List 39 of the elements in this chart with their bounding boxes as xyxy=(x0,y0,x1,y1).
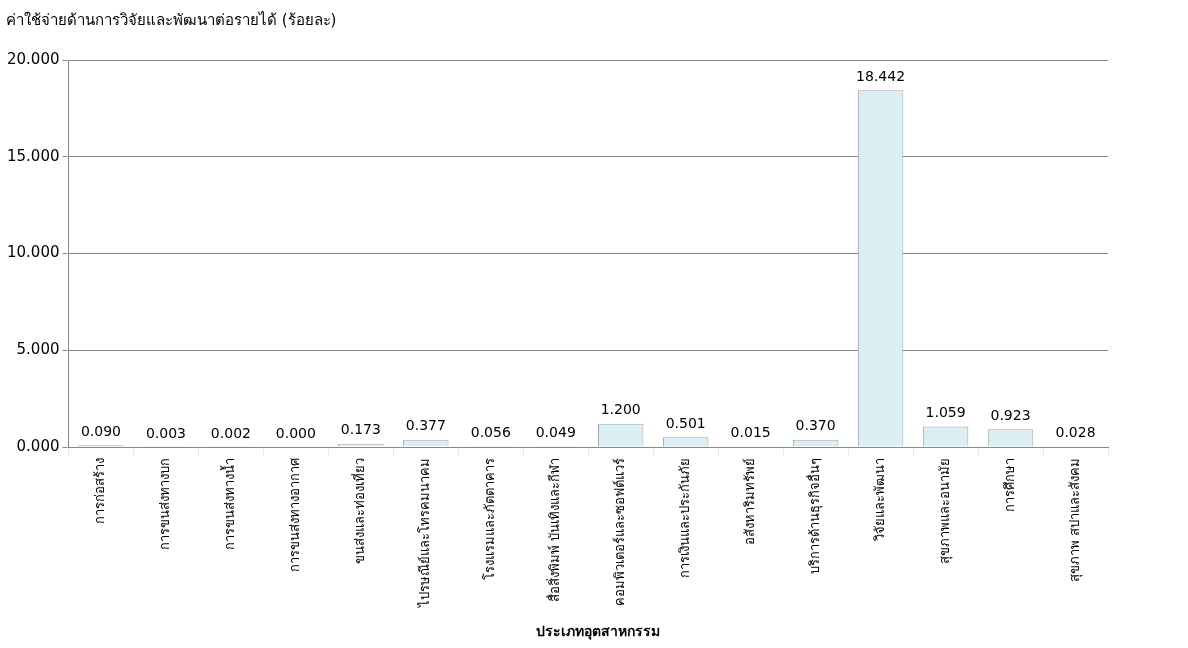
data-label: 0.090 xyxy=(80,422,122,439)
data-label: 0.923 xyxy=(990,406,1031,423)
x-tick-label: การก่อสร้าง xyxy=(92,458,108,524)
x-tick-label: การขนส่งทางน้ำ xyxy=(220,458,238,550)
x-tick-label: สุขภาพและอนามัย xyxy=(936,458,953,564)
data-label: 0.028 xyxy=(1055,424,1096,441)
x-tick-label: ขนส่งและท่องเที่ยว xyxy=(351,458,368,564)
data-label: 0.173 xyxy=(340,421,381,438)
y-tick-label: 20.000 xyxy=(6,49,60,68)
x-tick-label: คอมพิวเตอร์และซอฟต์แวร์ xyxy=(612,458,628,606)
y-tick-label: 10.000 xyxy=(6,243,60,262)
x-tick-label: อสังหาริมทรัพย์ xyxy=(742,458,758,545)
x-axis-title: ประเภทอุตสาหกรรม xyxy=(534,622,661,642)
y-tick-label: 15.000 xyxy=(6,146,60,165)
data-label: 0.377 xyxy=(405,417,446,434)
data-label: 0.049 xyxy=(535,423,576,440)
x-tick-label: การขนส่งทางอากาศ xyxy=(287,457,303,572)
x-tick-label: บริการด้านธุรกิจอื่นๆ xyxy=(806,458,824,574)
x-tick-label: การเงินและประกันภัย xyxy=(677,458,693,578)
data-label: 0.501 xyxy=(665,414,706,431)
data-label: 0.003 xyxy=(145,424,186,441)
y-tick-label: 5.000 xyxy=(16,340,60,359)
x-tick-label: โรงแรมและภัตตาคาร xyxy=(482,458,498,580)
data-label: 0.002 xyxy=(210,424,251,441)
data-label: 0.056 xyxy=(470,423,511,440)
x-tick-label: ไปรษณีย์และโทรคมนาคม xyxy=(417,458,433,608)
data-label: 0.370 xyxy=(795,417,836,434)
x-tick-label: สื่อสิ่งพิมพ์ บันเทิงและกีฬา xyxy=(546,458,563,603)
data-label: 0.000 xyxy=(275,424,316,441)
data-label: 18.442 xyxy=(856,67,906,84)
data-label: 1.059 xyxy=(925,404,966,421)
x-tick-label: วิจัยและพัฒนา xyxy=(871,458,887,542)
x-tick-label: การขนส่งทางบก xyxy=(157,458,173,550)
x-tick-label: สุขภาพ สปาและสังคม xyxy=(1066,458,1083,583)
chart-title: ค่าใช้จ่ายด้านการวิจัยและพัฒนาต่อรายได้ (ร้อยละ) xyxy=(6,10,337,31)
x-tick-label: การศึกษา xyxy=(1001,458,1017,512)
data-label: 0.015 xyxy=(730,424,771,441)
y-tick-label: 0.000 xyxy=(16,436,60,455)
data-label: 1.200 xyxy=(600,401,641,418)
